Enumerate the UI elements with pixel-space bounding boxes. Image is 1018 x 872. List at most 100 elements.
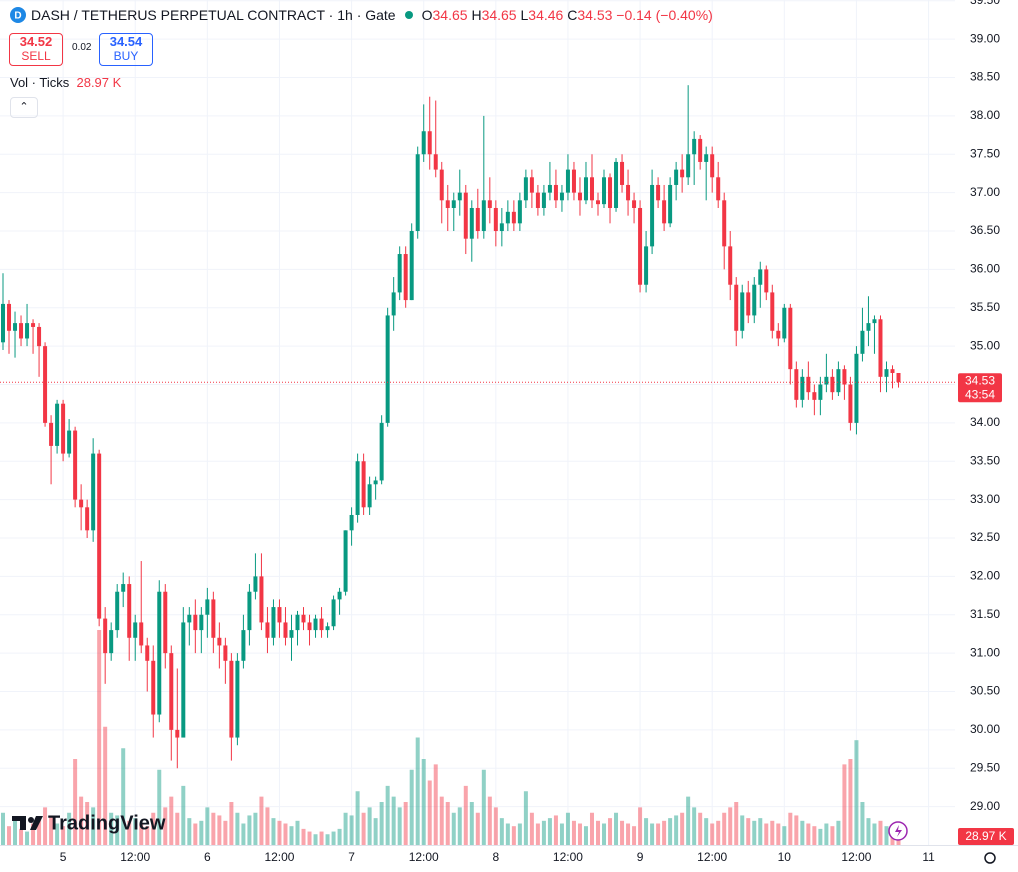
y-tick-label: 32.50 [970, 530, 1000, 544]
volume-bar [710, 823, 715, 845]
volume-bar [836, 820, 841, 845]
candle-body [361, 461, 366, 508]
volume-bar [644, 818, 649, 845]
candle-body [307, 622, 312, 631]
candle-body [752, 284, 757, 316]
volume-bar [824, 823, 829, 845]
candle-body [692, 138, 697, 155]
volume-bar [854, 740, 859, 845]
last-price-tag [958, 373, 1002, 403]
volume-bar [223, 820, 228, 845]
volume-bar [163, 807, 168, 845]
volume-bar [746, 818, 751, 845]
volume-bar [277, 820, 282, 845]
y-tick-label: 30.50 [970, 684, 1000, 698]
volume-bar [722, 812, 727, 845]
candle-body [169, 653, 174, 730]
volume-bar [433, 764, 438, 845]
volume-bar [7, 826, 12, 845]
candle-body [668, 184, 673, 224]
volume-tag-label: 28.97 K [965, 829, 1006, 843]
candle-body [199, 614, 204, 631]
volume-bar [878, 820, 883, 845]
volume-bar [229, 802, 234, 845]
candle-body [355, 461, 360, 515]
candle-body [860, 330, 865, 354]
svg-text:D: D [14, 11, 21, 22]
candle-body [337, 591, 342, 600]
candle-body [223, 645, 228, 661]
x-tick-label: 12:00 [409, 850, 439, 864]
candle-body [475, 207, 480, 232]
volume-bar [626, 823, 631, 845]
candle-body [43, 346, 48, 423]
market-status [404, 11, 413, 19]
volume-bar [391, 796, 396, 845]
buy-label: BUY [113, 49, 139, 63]
volume-bar [475, 812, 480, 845]
volume-bar [662, 820, 667, 845]
volume-bar [61, 826, 66, 845]
candle-body [499, 223, 504, 232]
change-pct: (−0.40%) [655, 7, 713, 23]
volume-bar [728, 807, 733, 845]
volume-last: 28.97 K [76, 75, 122, 90]
volume-bar [415, 737, 420, 845]
candle-body [529, 177, 534, 193]
volume-bar [271, 818, 276, 845]
candle-body [866, 323, 871, 331]
volume-bar [295, 820, 300, 845]
volume-bar [764, 823, 769, 845]
volume-bar [103, 726, 108, 845]
y-tick-label: 30.00 [970, 722, 1000, 736]
candle-body [722, 200, 727, 247]
volume-bar [866, 818, 871, 845]
volume-bar [704, 818, 709, 845]
candle-body [97, 453, 102, 619]
candle-body [656, 184, 661, 201]
candle-body [379, 422, 384, 481]
change: −0.14 [616, 7, 652, 23]
volume-bar [169, 796, 174, 845]
y-tick-label: 36.00 [970, 262, 1000, 276]
open: 34.65 [432, 7, 468, 23]
candle-body [373, 480, 378, 485]
candle-body [25, 323, 30, 339]
volume-bar [109, 812, 114, 845]
buy-button[interactable]: 34.54 BUY [99, 33, 153, 66]
collapse-button[interactable]: ⌃ [10, 97, 38, 118]
h-label: H [471, 7, 482, 23]
volume-bar [409, 769, 414, 845]
candle-body [439, 169, 444, 201]
volume-bar [133, 818, 138, 845]
candle-body [121, 584, 126, 592]
candle-body [782, 307, 787, 339]
settings-icon[interactable] [984, 852, 996, 864]
candle-body [734, 284, 739, 331]
low: 34.46 [528, 7, 564, 23]
candle-body [301, 614, 306, 623]
volume-bar [355, 791, 360, 845]
candle-body [319, 618, 324, 631]
candle-body [271, 607, 276, 638]
candle-body [385, 315, 390, 423]
volume-bar [493, 807, 498, 845]
volume-bar [541, 820, 546, 845]
volume-bar [379, 802, 384, 845]
sell-price: 34.52 [19, 34, 53, 49]
volume-bar [463, 785, 468, 845]
candle-body [247, 591, 252, 631]
header: D DASH / TETHERUS PERPETUAL CONTRACT · 1… [10, 7, 713, 23]
volume-bar [313, 834, 318, 845]
candle-body [620, 161, 625, 185]
candle-body [704, 154, 709, 162]
volume-bar [698, 812, 703, 845]
candle-body [451, 200, 456, 208]
last-price-label: 34.53 [965, 373, 995, 387]
candle-body [391, 292, 396, 316]
sell-button[interactable]: 34.52 SELL [9, 33, 63, 66]
close: 34.53 [577, 7, 613, 23]
candle-body [848, 384, 853, 423]
x-tick-label: 5 [60, 850, 67, 864]
candle-body [770, 292, 775, 331]
